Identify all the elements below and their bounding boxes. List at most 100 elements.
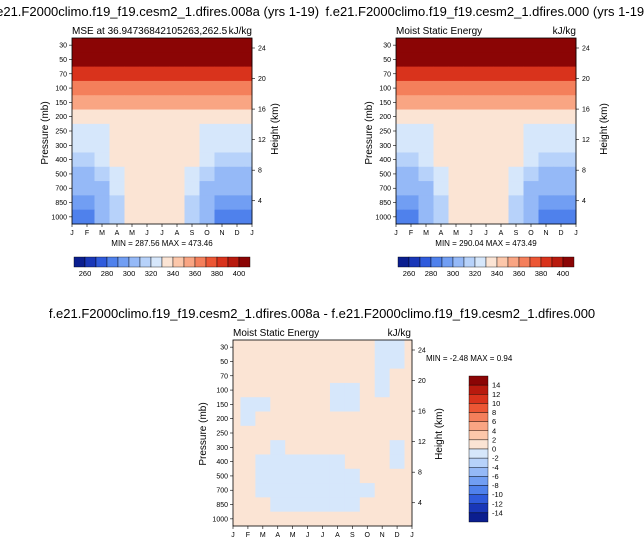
x-tick-label: J — [160, 230, 164, 237]
contour-cell — [329, 511, 346, 527]
x-tick-label: M — [260, 532, 266, 539]
contour-cell — [553, 38, 569, 53]
colorbar-swatch — [468, 439, 489, 450]
contour-cell — [109, 52, 125, 68]
contour-cell — [448, 181, 464, 196]
contour-cell — [374, 411, 391, 427]
contour-cell — [553, 109, 569, 125]
contour-cell — [404, 497, 413, 513]
contour-cell — [315, 497, 331, 513]
contour-cell — [538, 66, 554, 82]
contour-cell — [508, 195, 524, 211]
contour-cell — [404, 483, 413, 498]
contour-cell — [124, 66, 140, 82]
contour-cell — [300, 468, 316, 484]
contour-cell — [255, 511, 271, 527]
contour-cell — [523, 95, 539, 110]
contour-cell — [568, 181, 577, 196]
contour-cell — [233, 354, 241, 370]
contour-cell — [79, 152, 95, 168]
contour-cell — [270, 483, 286, 498]
contour-cell — [344, 368, 361, 384]
x-tick-label: M — [290, 532, 296, 539]
colorbar-swatch — [485, 256, 498, 268]
contour-cell — [229, 52, 245, 68]
contour-cell — [139, 209, 155, 225]
contour-cell — [94, 181, 110, 196]
colorbar-swatch — [468, 476, 489, 486]
contour-cell — [493, 80, 509, 96]
contour-cell — [270, 425, 286, 441]
contour-cell — [389, 340, 405, 355]
colorbar-swatch — [139, 256, 152, 268]
contour-cell — [568, 66, 577, 82]
contour-cell — [329, 468, 346, 484]
contour-cell — [403, 166, 419, 182]
contour-cell — [396, 181, 404, 196]
contour-cell — [493, 123, 509, 139]
x-tick-label: J — [484, 230, 488, 237]
contour-cell — [184, 166, 200, 182]
contour-cell — [214, 152, 230, 168]
contour-cell — [463, 209, 479, 225]
contour-cell — [329, 497, 346, 513]
contour-cell — [508, 80, 524, 96]
contour-cell — [433, 181, 449, 196]
y-tick-label: 150 — [216, 402, 228, 409]
colorbar-label: 6 — [492, 417, 496, 426]
contour-cell — [463, 152, 479, 168]
contour-cell — [344, 454, 361, 470]
contour-cell — [344, 497, 361, 513]
contour-cell — [169, 195, 185, 211]
y-right-tick-label: 12 — [582, 137, 590, 144]
contour-cell — [300, 483, 316, 498]
contour-cell — [374, 340, 391, 355]
contour-cell — [300, 511, 316, 527]
contour-cell — [72, 80, 80, 96]
contour-cell — [359, 468, 376, 484]
contour-cell — [233, 411, 241, 427]
contour-cell — [72, 166, 80, 182]
contour-cell — [184, 209, 200, 225]
contour-cell — [233, 497, 241, 513]
panel-1-ylabel-right: Height (km) — [270, 103, 281, 155]
contour-cell — [139, 80, 155, 96]
contour-cell — [139, 166, 155, 182]
contour-cell — [124, 95, 140, 110]
contour-cell — [396, 138, 404, 153]
x-tick-label: M — [99, 230, 105, 237]
contour-cell — [240, 511, 256, 527]
contour-cell — [154, 181, 170, 196]
contour-cell — [184, 95, 200, 110]
colorbar-swatch — [205, 256, 218, 268]
y-tick-label: 500 — [379, 171, 391, 178]
contour-cell — [553, 80, 569, 96]
contour-cell — [389, 454, 405, 470]
y-tick-label: 400 — [216, 459, 228, 466]
contour-cell — [214, 38, 230, 53]
contour-cell — [109, 152, 125, 168]
contour-cell — [244, 166, 253, 182]
contour-cell — [493, 181, 509, 196]
y-tick-label: 30 — [383, 43, 391, 50]
contour-cell — [359, 440, 376, 455]
contour-cell — [508, 95, 524, 110]
colorbar-label: 280 — [101, 269, 114, 278]
contour-cell — [493, 52, 509, 68]
contour-cell — [169, 209, 185, 225]
contour-cell — [240, 397, 256, 412]
contour-cell — [240, 454, 256, 470]
contour-cell — [418, 38, 434, 53]
contour-cell — [359, 397, 376, 412]
contour-cell — [285, 368, 301, 384]
contour-cell — [404, 397, 413, 412]
contour-cell — [285, 382, 301, 398]
contour-cell — [300, 382, 316, 398]
y-tick-label: 250 — [55, 129, 67, 136]
contour-cell — [478, 166, 494, 182]
contour-cell — [270, 454, 286, 470]
contour-cell — [523, 166, 539, 182]
y-tick-label: 700 — [216, 488, 228, 495]
contour-cell — [329, 382, 346, 398]
contour-cell — [244, 123, 253, 139]
